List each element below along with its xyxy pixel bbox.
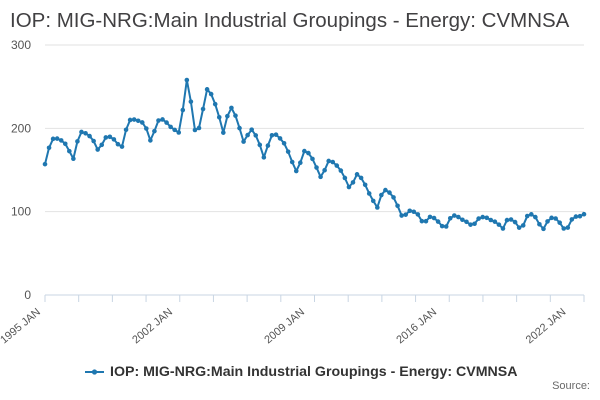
svg-text:2002 JAN: 2002 JAN: [130, 306, 175, 346]
svg-text:2016 JAN: 2016 JAN: [394, 306, 439, 346]
svg-text:300: 300: [11, 38, 31, 52]
svg-text:2009 JAN: 2009 JAN: [262, 306, 307, 346]
svg-text:200: 200: [11, 121, 31, 135]
svg-text:IOP: MIG-NRG:Main Industrial G: IOP: MIG-NRG:Main Industrial Groupings -…: [110, 364, 518, 380]
svg-text:0: 0: [24, 288, 31, 302]
svg-text:1995 JAN: 1995 JAN: [0, 306, 43, 346]
svg-text:100: 100: [11, 205, 31, 219]
svg-text:2022 JAN: 2022 JAN: [524, 306, 569, 346]
